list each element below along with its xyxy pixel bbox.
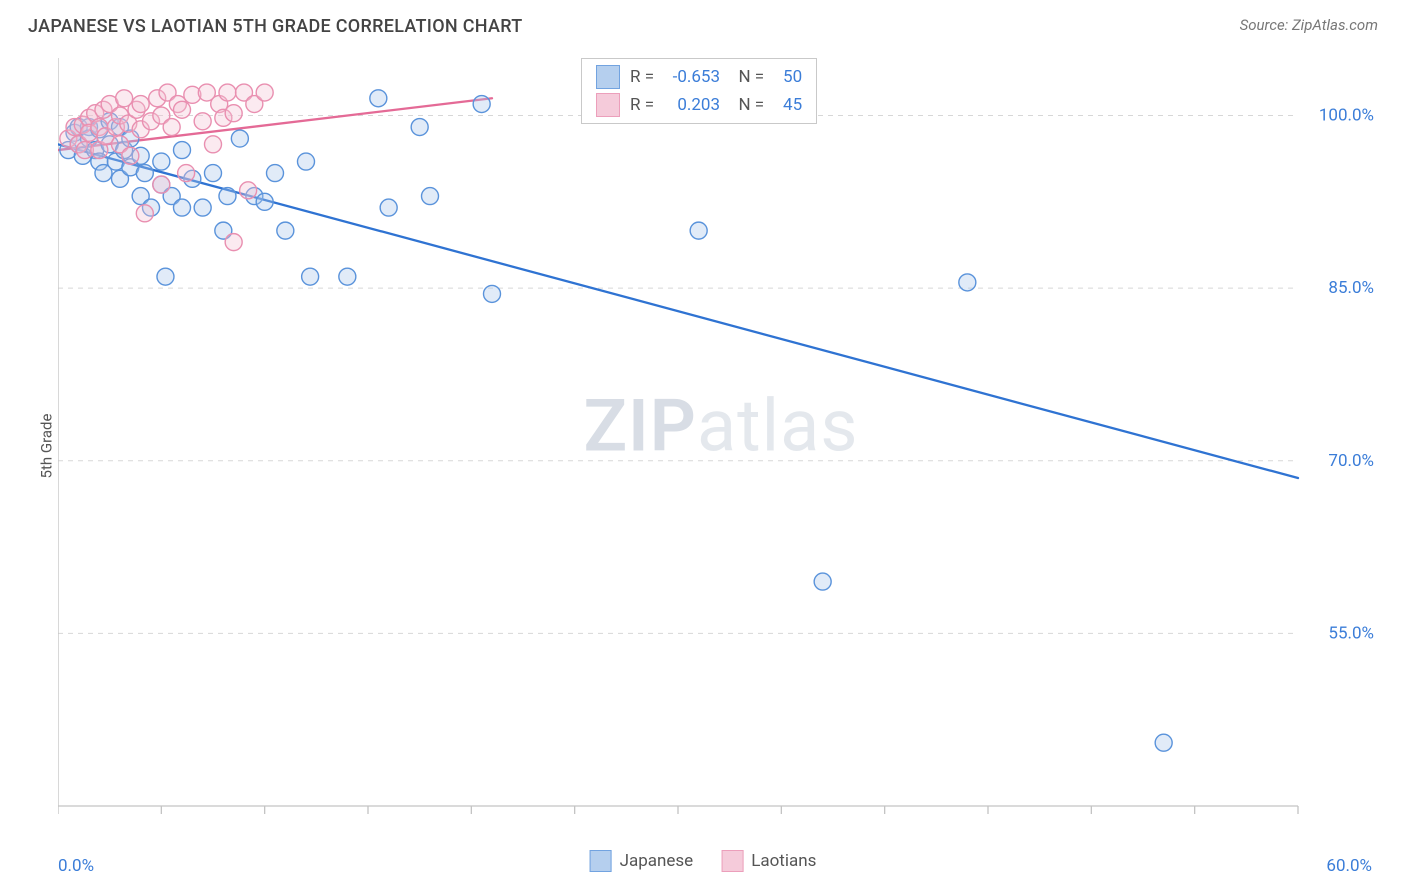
stat-n-label: N = (730, 67, 764, 87)
x-axis-max-label: 60.0% (1326, 856, 1372, 876)
bottom-legend-item: Laotians (721, 850, 816, 872)
legend-swatch (596, 93, 620, 117)
bottom-legend: Japanese Laotians (590, 850, 817, 872)
stat-r-label: R = (630, 95, 654, 115)
svg-text:70.0%: 70.0% (1328, 451, 1374, 471)
stat-r-label: R = (630, 67, 654, 87)
stat-n-value: 45 (774, 95, 802, 115)
legend-swatch (721, 850, 743, 872)
stats-legend: R = -0.653 N = 50R = 0.203 N = 45 (581, 58, 817, 124)
x-axis-min-label: 0.0% (58, 856, 94, 876)
stat-r-value: -0.653 (664, 67, 720, 87)
stats-legend-row: R = 0.203 N = 45 (596, 93, 802, 117)
chart-title: JAPANESE VS LAOTIAN 5TH GRADE CORRELATIO… (28, 16, 523, 37)
svg-text:55.0%: 55.0% (1328, 623, 1374, 643)
y-axis-label: 5th Grade (37, 414, 55, 479)
legend-swatch (596, 65, 620, 89)
svg-text:100.0%: 100.0% (1319, 106, 1374, 126)
stat-r-value: 0.203 (664, 95, 720, 115)
stats-legend-row: R = -0.653 N = 50 (596, 65, 802, 89)
source-label: Source: ZipAtlas.com (1240, 16, 1378, 34)
stat-n-label: N = (730, 95, 764, 115)
legend-label: Japanese (620, 851, 694, 871)
svg-text:85.0%: 85.0% (1328, 278, 1374, 298)
legend-swatch (590, 850, 612, 872)
scatter-plot: 100.0% 85.0% 70.0% 55.0% (58, 50, 1384, 834)
legend-label: Laotians (751, 851, 816, 871)
chart-area: 100.0%85.0%70.0%55.0% ZIPatlas R = -0.65… (58, 50, 1384, 834)
bottom-legend-item: Japanese (590, 850, 694, 872)
stat-n-value: 50 (774, 67, 802, 87)
